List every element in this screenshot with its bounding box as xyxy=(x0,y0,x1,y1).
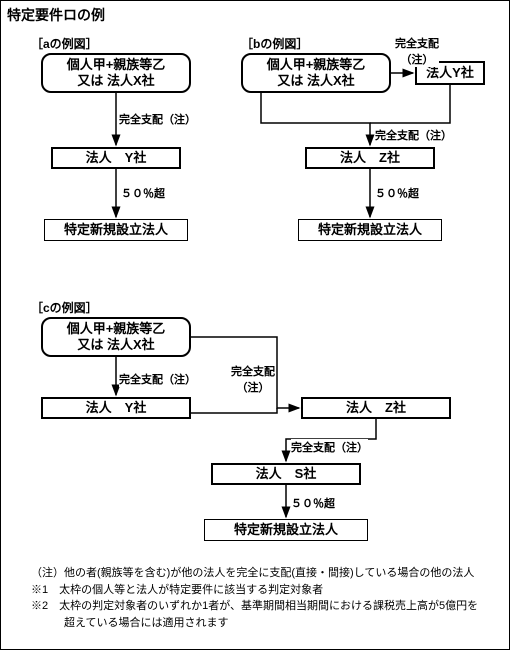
footnote-note: （注）他の者(親族等を含む)が他の法人を完全に支配(直接・間接)している場合の他… xyxy=(31,565,491,582)
edge-b-down-label: 完全支配（注） xyxy=(375,127,452,143)
example-a-label: ［aの例図］ xyxy=(31,35,98,52)
node-b3: 特定新規設立法人 xyxy=(298,219,442,241)
edge-a2-a3-label: ５０％超 xyxy=(121,185,165,201)
edge-a1-a2-label: 完全支配（注） xyxy=(119,111,196,127)
edge-cs-c3-label: ５０％超 xyxy=(291,495,335,511)
edge-c1-cz-label: 完全支配 （注） xyxy=(231,363,275,395)
edge-c1-cy-label: 完全支配（注） xyxy=(119,371,196,387)
node-cz: 法人 Z社 xyxy=(301,397,451,419)
diagram-title: 特定要件ロの例 xyxy=(7,5,105,25)
node-bz: 法人 Z社 xyxy=(305,147,435,169)
example-b-label: ［bの例図］ xyxy=(241,35,308,52)
edge-bz-b3-label: ５０％超 xyxy=(375,185,419,201)
footnotes: （注）他の者(親族等を含む)が他の法人を完全に支配(直接・間接)している場合の他… xyxy=(31,565,491,631)
node-a1: 個人甲+親族等乙 又は 法人X社 xyxy=(41,53,191,93)
edge-b1-by-label: 完全支配 （注） xyxy=(395,35,439,67)
node-cy: 法人 Y社 xyxy=(41,397,191,419)
footnote-2a: ※2 太枠の判定対象者のいずれか1者が、基準期間相当期間における課税売上高が5億… xyxy=(31,598,491,615)
footnote-2b: 超えている場合には適用されます xyxy=(31,615,491,632)
diagram-frame: 特定要件ロの例 ［aの例図］ ［bの例図］ ［cの例図］ xyxy=(0,0,510,650)
example-c-label: ［cの例図］ xyxy=(31,299,98,316)
footnote-1: ※1 太枠の個人等と法人が特定要件に該当する判定対象者 xyxy=(31,582,491,599)
node-a3: 特定新規設立法人 xyxy=(44,219,188,241)
edge-cz-cs-label: 完全支配（注） xyxy=(291,439,368,455)
node-a2: 法人 Y社 xyxy=(51,147,181,169)
node-c1: 個人甲+親族等乙 又は 法人X社 xyxy=(41,317,191,357)
node-cs: 法人 S社 xyxy=(211,463,361,485)
node-c3: 特定新規設立法人 xyxy=(204,519,368,541)
node-b1: 個人甲+親族等乙 又は 法人X社 xyxy=(241,53,391,93)
